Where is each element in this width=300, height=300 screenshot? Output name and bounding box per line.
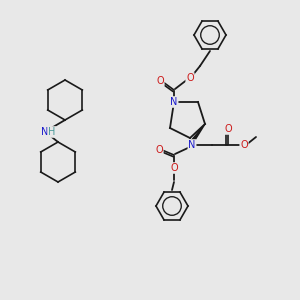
Text: O: O [170, 163, 178, 173]
Text: O: O [156, 76, 164, 86]
Polygon shape [191, 124, 205, 143]
Text: O: O [240, 140, 248, 150]
Text: O: O [224, 124, 232, 134]
Text: H: H [48, 127, 56, 137]
Text: O: O [155, 145, 163, 155]
Text: O: O [186, 73, 194, 83]
Text: N: N [188, 140, 196, 150]
Text: N: N [41, 127, 49, 137]
Text: N: N [170, 97, 178, 107]
